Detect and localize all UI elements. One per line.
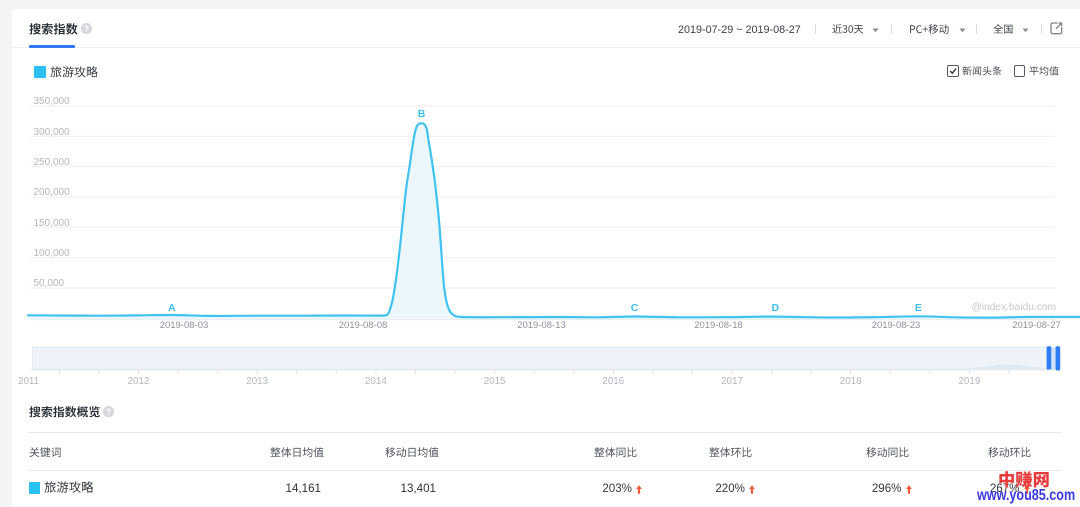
- svg-text:?: ?: [84, 24, 89, 33]
- svg-text:?: ?: [105, 407, 110, 416]
